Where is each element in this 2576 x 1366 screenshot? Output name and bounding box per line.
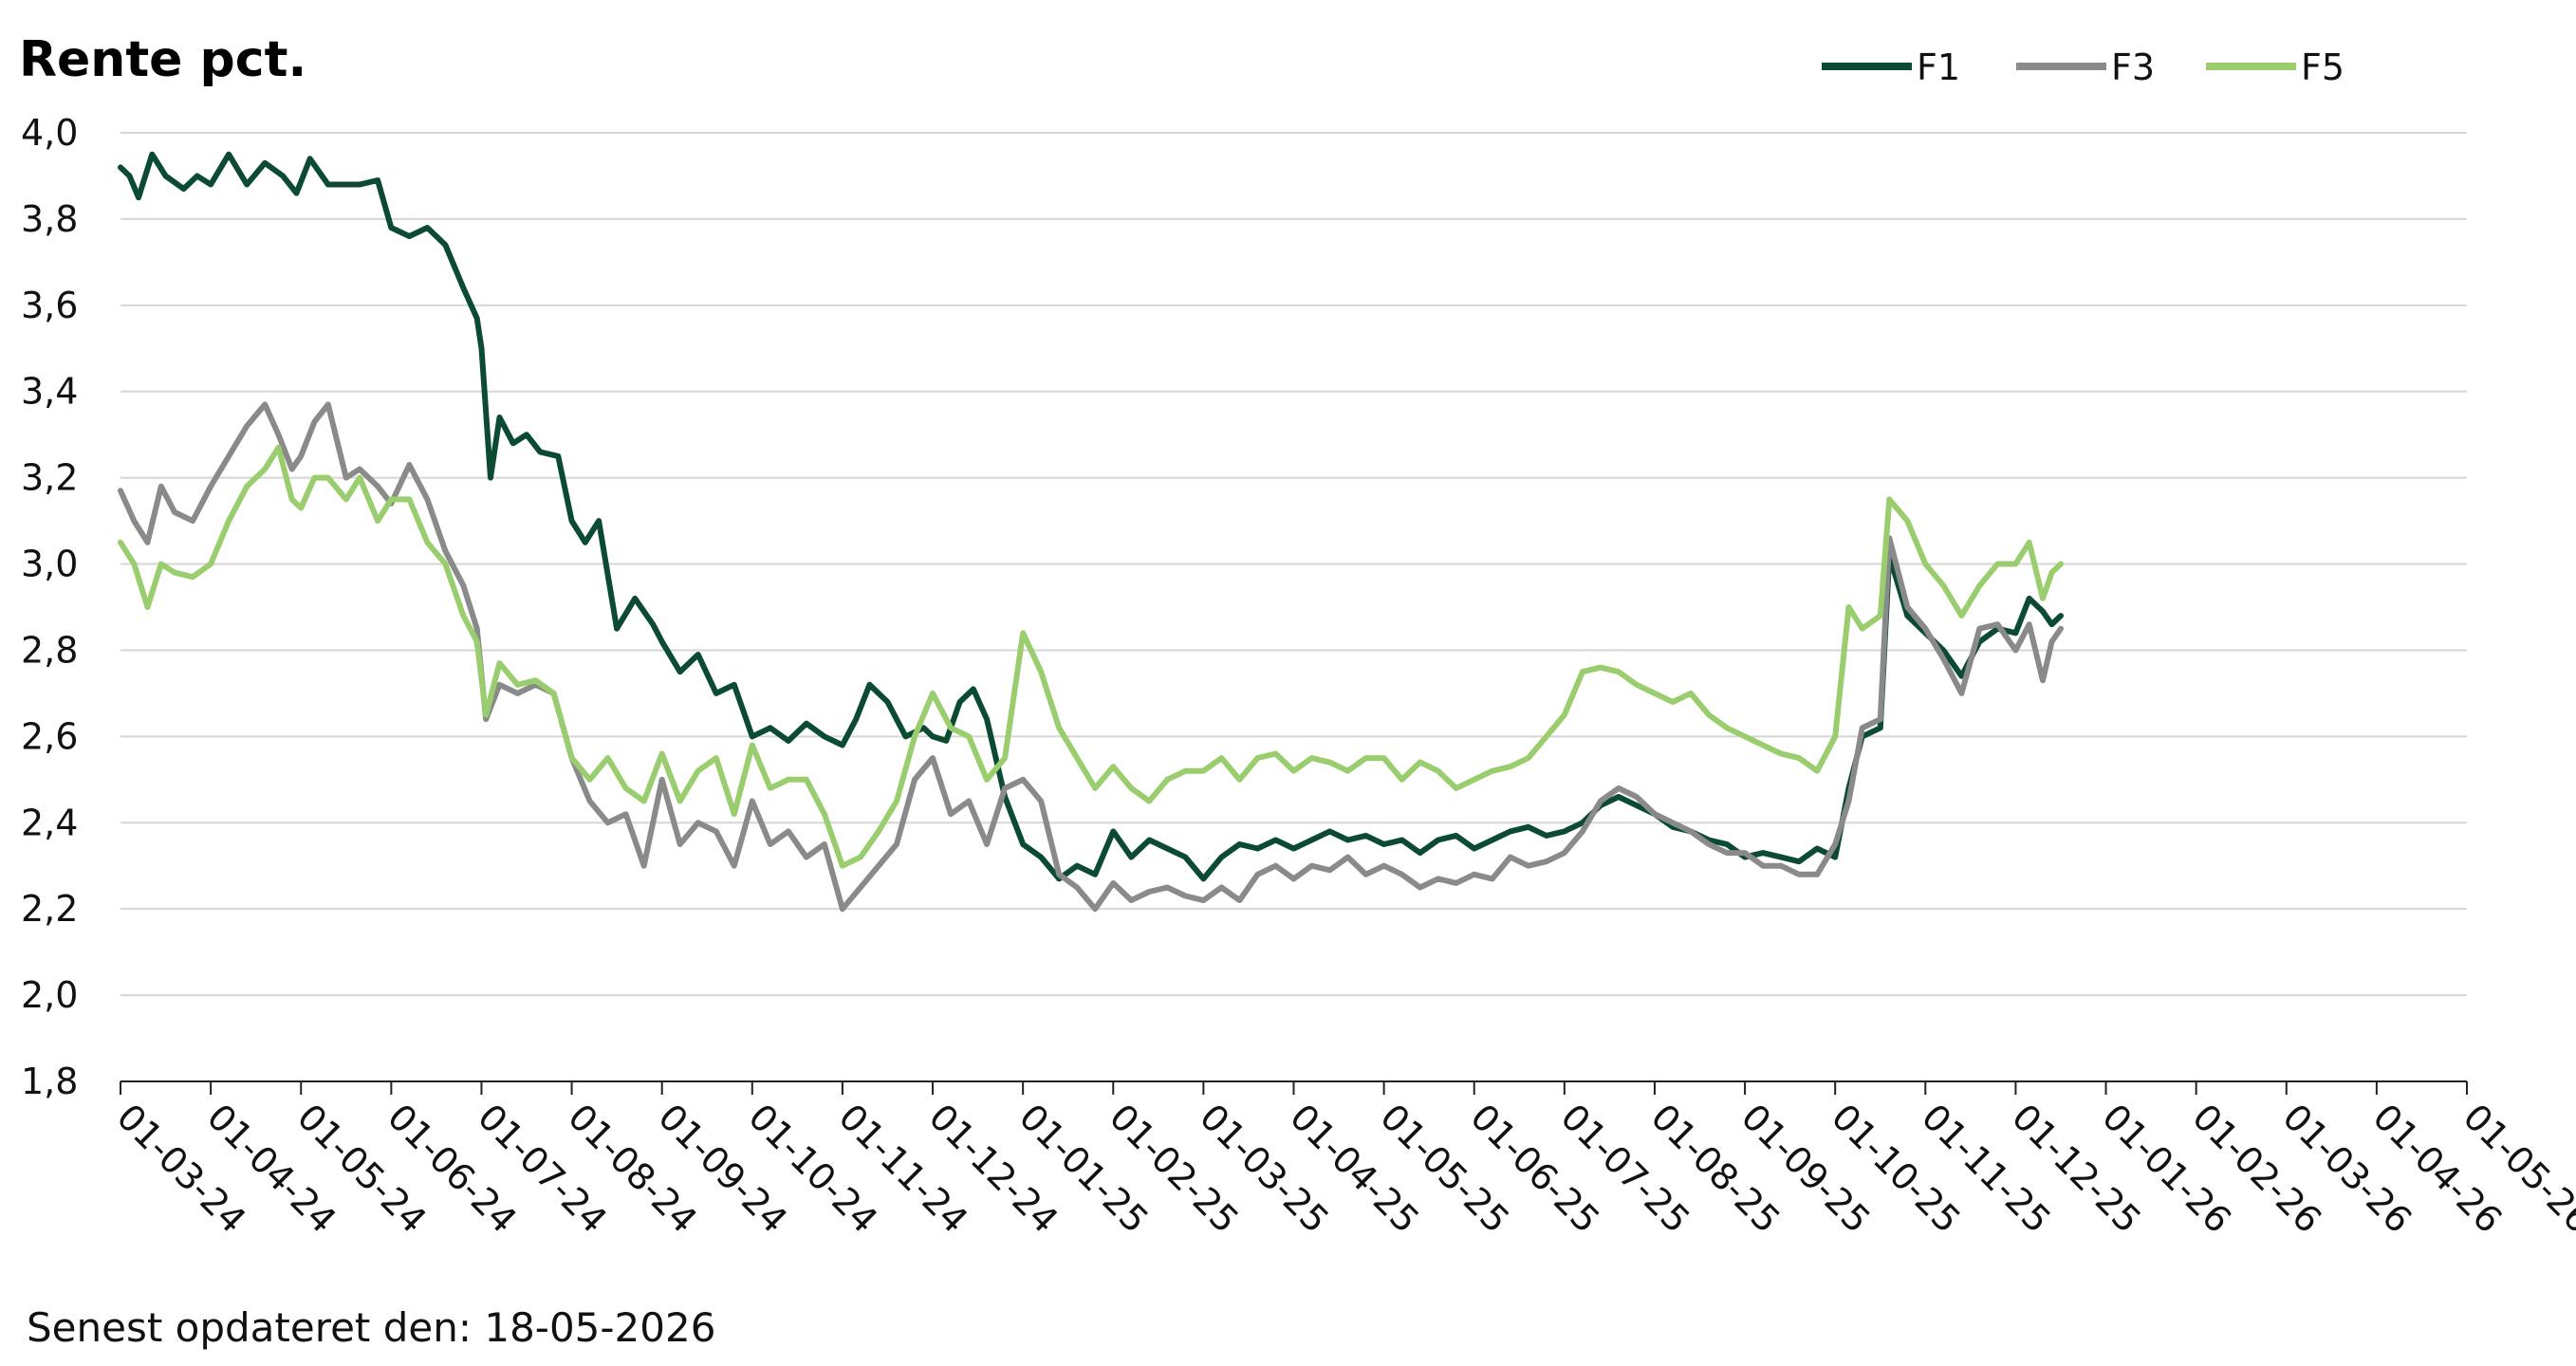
legend-label-f3: F3 (2111, 46, 2155, 88)
legend-label-f5: F5 (2301, 46, 2344, 88)
y-tick-label: 1,8 (21, 1061, 78, 1102)
y-tick-label: 2,8 (21, 629, 78, 671)
y-tick-label: 2,2 (21, 888, 78, 930)
series-line-f1 (118, 151, 2064, 882)
y-tick-label: 3,8 (21, 198, 78, 240)
y-tick-label: 3,2 (21, 457, 78, 499)
legend-label-f1: F1 (1917, 46, 1960, 88)
y-tick-label: 3,0 (21, 544, 78, 585)
y-axis-ticks: 4,0 3,8 3,6 3,4 3,2 3,0 2,8 2,6 2,4 2,2 2,0 1,8 (21, 112, 78, 1102)
y-tick-label: 3,6 (21, 285, 78, 326)
legend: F1 F3 F5 (1822, 46, 2344, 88)
last-updated-text: Senest opdateret den: 18-05-2026 (27, 1304, 716, 1351)
y-tick-label: 3,4 (21, 371, 78, 413)
y-tick-label: 2,0 (21, 974, 78, 1016)
chart-title: Rente pct. (19, 31, 306, 88)
y-tick-label: 2,6 (21, 715, 78, 757)
x-axis: 01-03-2401-04-2401-05-2401-06-2401-07-24… (109, 1080, 2576, 1241)
series-line-f5 (118, 444, 2064, 869)
series-lines (118, 151, 2064, 913)
series-line-f3 (118, 401, 2064, 913)
y-tick-label: 2,4 (21, 802, 78, 843)
y-tick-label: 4,0 (21, 112, 78, 154)
